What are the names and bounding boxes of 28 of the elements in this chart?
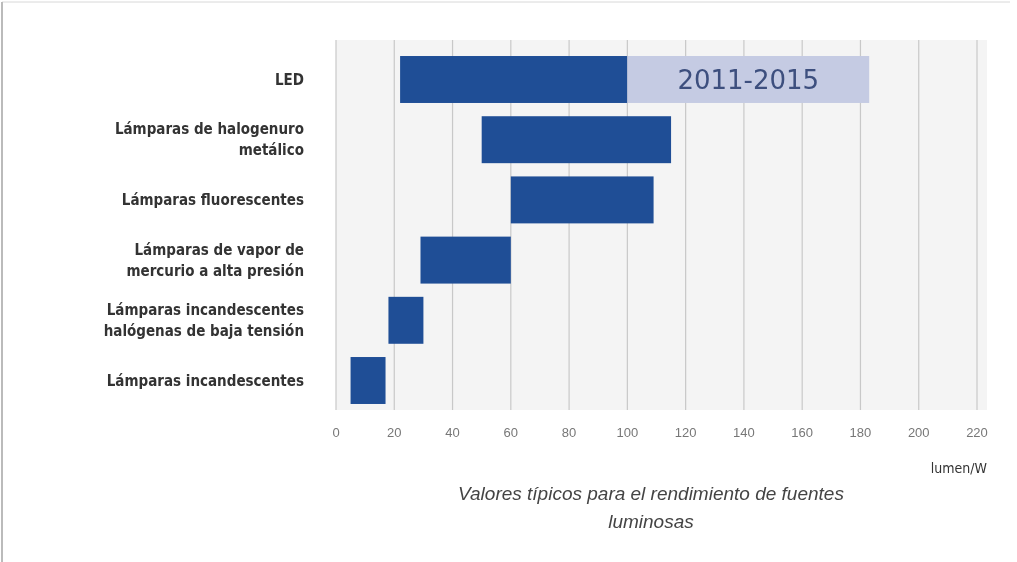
- x-tick-label: 20: [387, 425, 402, 440]
- y-tick-label: LED: [274, 70, 304, 89]
- y-tick-label: Lámparas incandescentes: [106, 371, 304, 390]
- series-label: 2011-2015: [677, 64, 820, 95]
- y-tick-label: Lámparas de halogenuro metálico: [114, 120, 304, 160]
- y-tick-label: Lámparas fluorescentes: [121, 191, 304, 210]
- x-tick-label: 100: [616, 425, 639, 440]
- x-tick-label: 60: [503, 425, 519, 440]
- bar: [388, 296, 424, 344]
- x-tick-label: 160: [791, 425, 814, 440]
- x-tick-label: 0: [332, 425, 340, 440]
- x-tick-label: 120: [674, 425, 697, 440]
- bar: [400, 56, 628, 103]
- bar: [420, 236, 511, 284]
- x-tick-label: 200: [907, 425, 930, 440]
- bar: [350, 357, 386, 404]
- x-axis-title: lumen/W: [930, 460, 988, 476]
- x-tick-label: 80: [561, 425, 577, 440]
- bar: [510, 176, 654, 224]
- x-tick-label: 40: [445, 425, 460, 440]
- x-tick-label: 180: [849, 425, 872, 440]
- y-tick-label: Lámparas de vapor de mercurio a alta presión: [126, 240, 304, 280]
- x-tick-label: 140: [733, 425, 755, 440]
- text: Valores típicos para el rendimiento de fuentes luminosas: [458, 483, 845, 532]
- y-tick-label: Lámparas incandescentes halógenas de baja tensión: [103, 301, 304, 341]
- bar: [627, 56, 870, 103]
- bar: [481, 116, 672, 164]
- x-tick-label: 220: [966, 425, 988, 440]
